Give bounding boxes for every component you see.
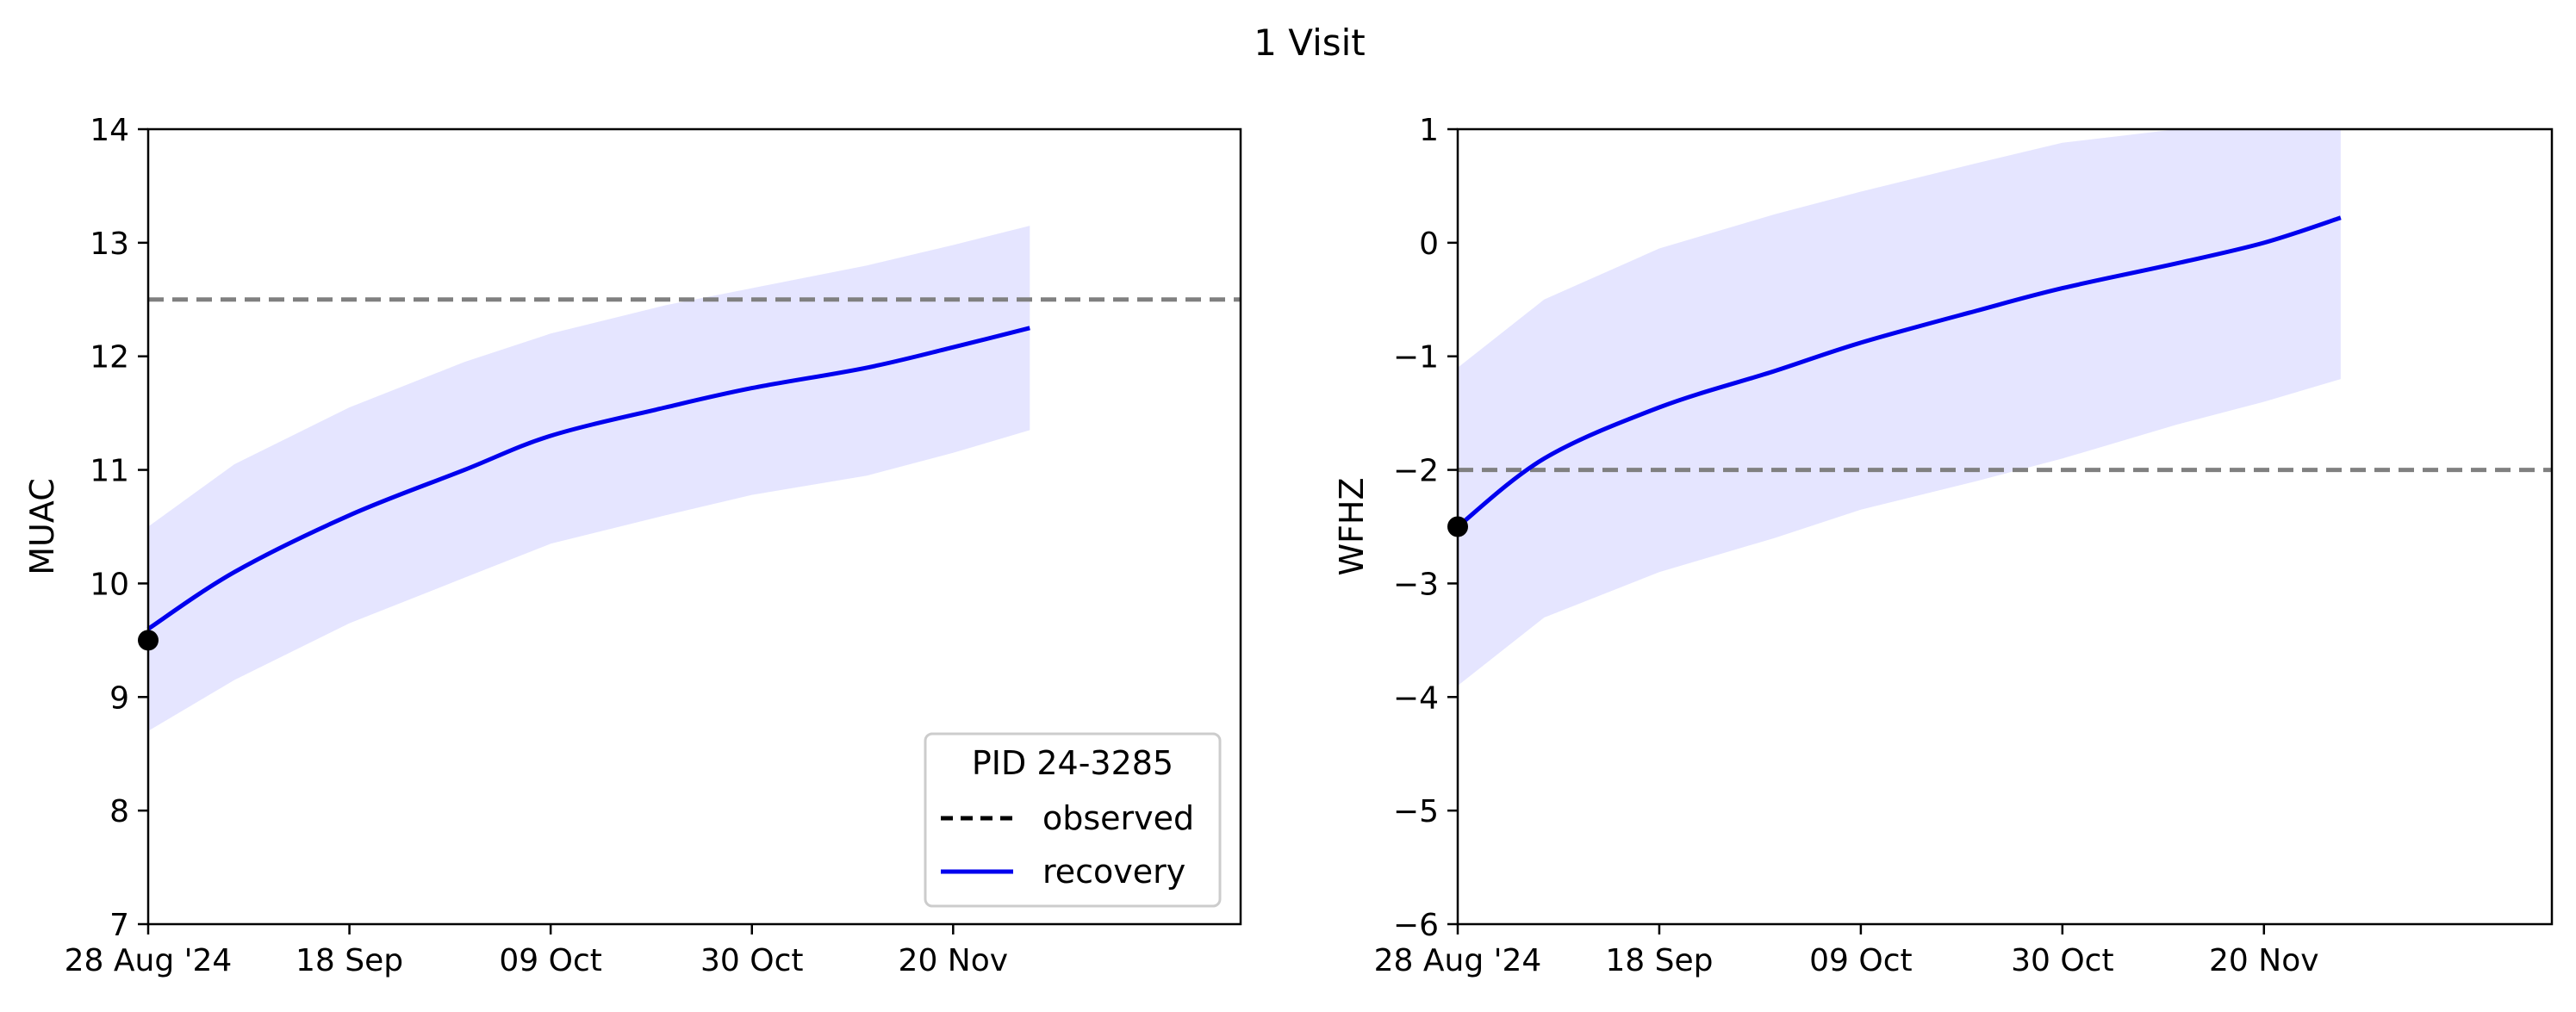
y-tick-label: 8 xyxy=(109,794,129,829)
legend-entry-observed: observed xyxy=(1042,799,1194,837)
recovery-line xyxy=(146,326,1030,631)
y-axis-label: WFHZ xyxy=(1333,477,1371,575)
y-tick-label: 10 xyxy=(90,567,129,602)
x-tick-label: 30 Oct xyxy=(2011,943,2114,978)
legend-box xyxy=(924,732,1222,908)
y-tick-label: −1 xyxy=(1393,340,1439,376)
x-tick-label: 18 Sep xyxy=(296,943,403,978)
y-tick-label: −3 xyxy=(1393,567,1439,602)
wfhz-panel: −6 −5 −4 −3 −2 −1 0 1 28 Aug '24 18 Sep 09 Oct 30 O… xyxy=(1333,113,2554,978)
y-tick-label: −5 xyxy=(1393,794,1439,829)
y-tick-label: 14 xyxy=(90,113,129,148)
x-tick-label: 20 Nov xyxy=(899,943,1009,978)
x-tick-label: 18 Sep xyxy=(1605,943,1713,978)
y-tick-label: −6 xyxy=(1393,908,1439,943)
x-tick-label: 09 Oct xyxy=(499,943,602,978)
y-tick-label: 9 xyxy=(109,680,129,716)
y-tick-label: 11 xyxy=(90,454,129,489)
x-tick-label: 09 Oct xyxy=(1809,943,1913,978)
x-tick-label: 30 Oct xyxy=(700,943,804,978)
axes-frame xyxy=(1456,127,2554,926)
legend-entry-recovery: recovery xyxy=(1042,853,1185,891)
legend-title: PID 24-3285 xyxy=(972,744,1173,782)
recovery-line xyxy=(1456,215,2342,529)
uncertainty-band xyxy=(148,226,1030,731)
y-tick-label: 1 xyxy=(1419,113,1439,148)
muac-panel: 7 8 9 10 11 12 13 14 28 Aug '24 18 Sep 09 Oct 30 Oc… xyxy=(23,113,1242,978)
y-tick-label: 0 xyxy=(1419,227,1439,262)
y-tick-label: −2 xyxy=(1393,454,1439,489)
y-axis-label: MUAC xyxy=(23,478,61,574)
axes-frame xyxy=(146,127,1242,926)
figure-title: 1 Visit xyxy=(1254,22,1366,64)
x-tick-label: 28 Aug '24 xyxy=(1374,943,1542,978)
uncertainty-band xyxy=(1458,129,2341,686)
y-tick-label: 12 xyxy=(90,340,129,376)
x-tick-label: 28 Aug '24 xyxy=(65,943,233,978)
y-tick-label: −4 xyxy=(1393,680,1439,716)
x-tick-label: 20 Nov xyxy=(2209,943,2319,978)
y-tick-label: 13 xyxy=(90,227,129,262)
y-tick-label: 7 xyxy=(109,908,129,943)
legend: PID 24-3285 observed recovery xyxy=(924,732,1222,908)
